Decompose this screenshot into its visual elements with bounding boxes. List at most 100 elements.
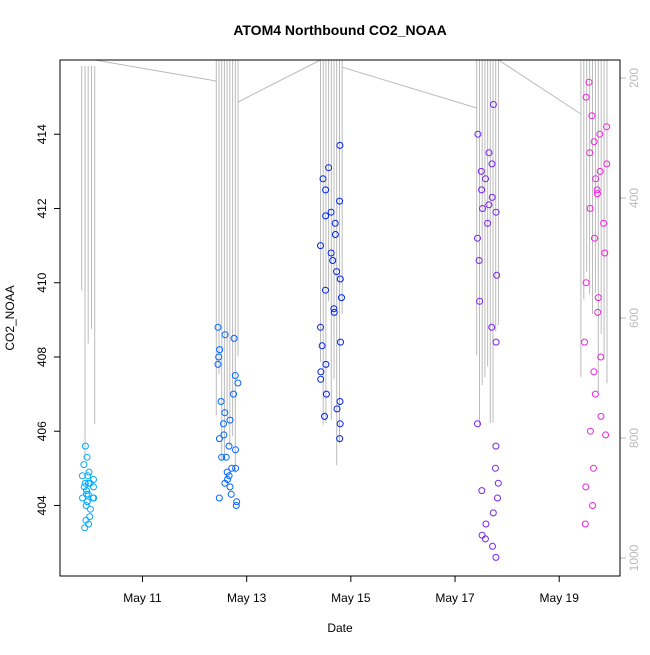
series-2018-05-17 <box>474 101 502 561</box>
x-tick-label: May 15 <box>331 591 371 605</box>
data-point <box>337 338 344 346</box>
data-point <box>582 483 590 491</box>
data-point <box>226 483 234 491</box>
data-point <box>474 130 482 138</box>
data-point <box>601 249 609 257</box>
data-point <box>336 197 344 205</box>
data-point <box>317 368 325 376</box>
data-point <box>586 205 594 212</box>
data-point <box>602 431 610 439</box>
data-point <box>336 420 344 428</box>
pressure-profile-4 <box>580 60 608 393</box>
data-point <box>80 483 88 491</box>
data-point <box>221 409 229 417</box>
data-point <box>336 275 344 283</box>
data-point <box>86 505 94 513</box>
data-point <box>83 487 90 495</box>
chart-title: ATOM4 Northbound CO2_NOAA <box>233 22 446 38</box>
data-point <box>325 164 333 172</box>
data-point <box>582 93 590 101</box>
pressure-transit-1 <box>237 59 321 103</box>
data-point <box>227 490 235 498</box>
data-point <box>481 535 489 543</box>
data-point <box>594 308 602 316</box>
data-point <box>479 205 486 212</box>
data-point <box>223 468 231 476</box>
data-point <box>588 112 596 120</box>
data-point <box>488 323 496 331</box>
data-point <box>492 208 500 216</box>
data-point <box>336 141 344 149</box>
data-point <box>321 412 328 420</box>
data-point <box>78 472 86 480</box>
pressure-transit-3 <box>498 59 582 115</box>
data-point <box>331 219 339 227</box>
data-point <box>597 353 605 361</box>
data-point <box>329 257 337 264</box>
data-point <box>222 453 230 461</box>
data-point <box>327 249 335 257</box>
data-point <box>215 435 223 443</box>
data-point <box>593 186 601 194</box>
data-point <box>319 175 327 183</box>
data-point <box>492 442 500 450</box>
data-point <box>590 368 598 376</box>
data-point <box>318 342 326 350</box>
data-point <box>489 101 497 108</box>
data-point <box>494 479 502 487</box>
data-point <box>581 338 588 346</box>
data-point <box>225 472 233 480</box>
data-point <box>317 375 325 383</box>
data-point <box>492 553 500 561</box>
data-point <box>333 405 341 413</box>
pressure-transit-0 <box>94 59 217 82</box>
y2-tick-label: 1000 <box>627 544 641 571</box>
x-tick-label: May 13 <box>227 591 267 605</box>
y-tick-label: 410 <box>35 272 49 292</box>
data-point <box>221 331 229 339</box>
data-point <box>582 279 590 287</box>
data-point <box>591 390 599 398</box>
data-point <box>232 446 239 454</box>
data-point <box>322 286 329 294</box>
data-point <box>489 542 496 550</box>
data-point <box>493 271 501 279</box>
data-point <box>215 494 223 502</box>
data-point <box>489 509 497 517</box>
data-point <box>226 416 234 424</box>
y2-tick-label: 200 <box>627 68 641 88</box>
data-point <box>478 186 486 194</box>
data-point <box>477 167 485 175</box>
data-point <box>81 442 89 450</box>
pressure-trace-layer <box>81 59 608 473</box>
data-point <box>85 520 93 528</box>
data-point <box>81 479 89 487</box>
data-point <box>217 398 225 405</box>
data-point <box>331 231 339 238</box>
x-tick-label: May 19 <box>540 591 580 605</box>
data-point <box>492 338 500 346</box>
data-point <box>590 138 598 146</box>
data-point <box>474 420 481 428</box>
data-point <box>591 234 598 242</box>
x-tick-label: May 17 <box>435 591 475 605</box>
data-point <box>228 464 236 472</box>
data-point <box>80 461 88 469</box>
data-point <box>221 479 229 487</box>
pressure-profile-0 <box>81 66 96 460</box>
data-point <box>330 305 338 313</box>
data-point <box>230 334 238 342</box>
data-point <box>476 297 484 305</box>
y-tick-label: 408 <box>35 347 49 367</box>
data-point <box>594 294 602 302</box>
data-point <box>333 268 341 276</box>
data-point <box>478 487 486 495</box>
data-point <box>83 498 91 506</box>
data-point <box>327 208 335 216</box>
data-point <box>590 464 597 472</box>
data-point <box>593 190 601 198</box>
data-point <box>322 390 330 398</box>
data-point <box>597 412 605 420</box>
pressure-transit-2 <box>342 66 477 109</box>
